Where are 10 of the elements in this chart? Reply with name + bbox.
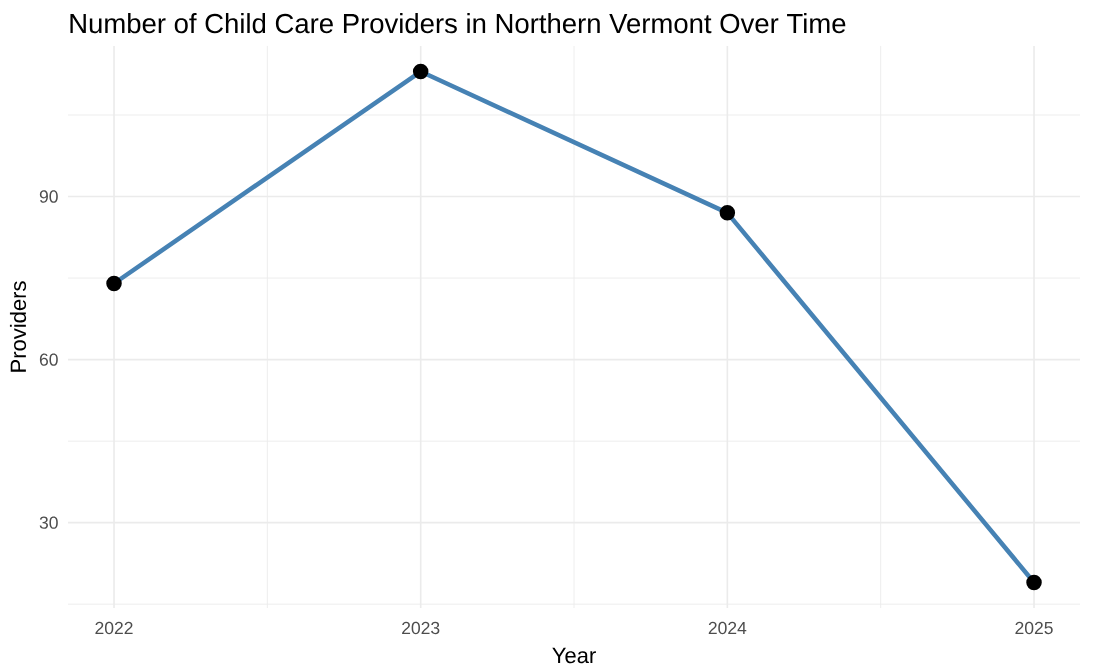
- y-tick-label: 30: [39, 516, 58, 529]
- y-tick-label: 90: [39, 190, 58, 203]
- x-tick-label: 2025: [1015, 621, 1053, 635]
- x-tick-label: 2024: [708, 621, 747, 635]
- x-tick-label: 2022: [95, 621, 133, 635]
- y-tick-label: 60: [39, 353, 58, 366]
- x-axis-title: Year: [552, 647, 596, 664]
- x-tick-label: 2023: [402, 621, 440, 635]
- y-axis-title: Providers: [9, 281, 27, 372]
- chart-title: Number of Child Care Providers in Northern Vermont Over Time: [70, 13, 846, 34]
